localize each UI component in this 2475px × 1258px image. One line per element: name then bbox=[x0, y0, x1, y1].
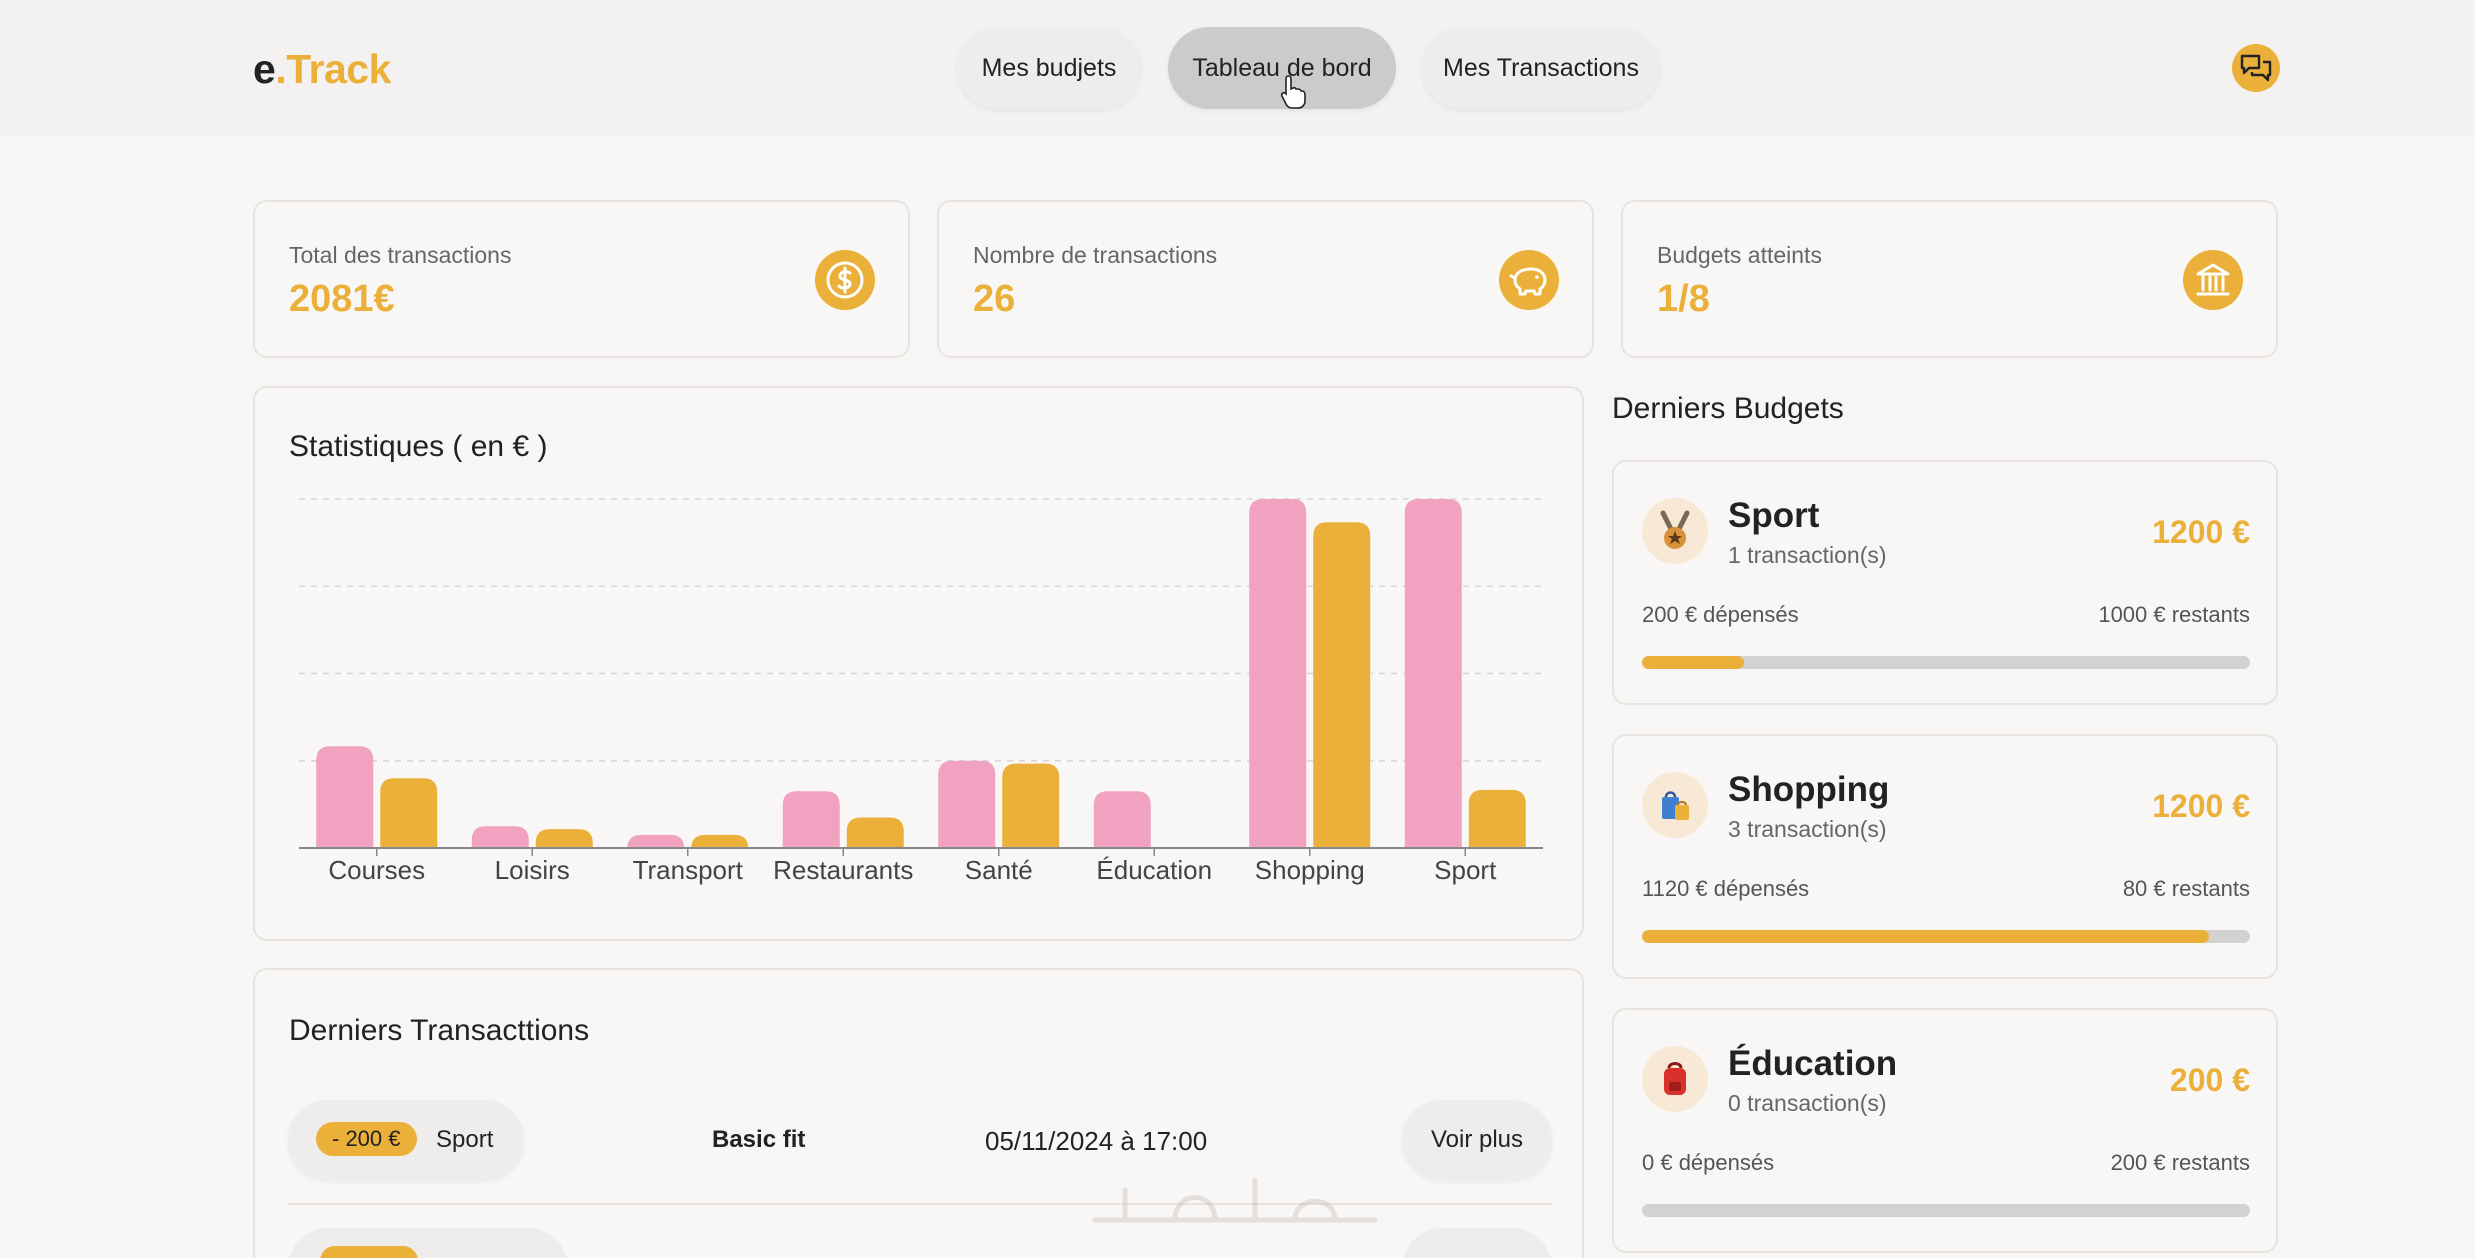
budget-progress-track bbox=[1642, 656, 2250, 669]
statistics-card: Statistiques ( en € ) Courses Loisirs Tran… bbox=[253, 386, 1584, 941]
transaction-amount-chip bbox=[320, 1246, 418, 1258]
transaction-divider bbox=[288, 1203, 1552, 1205]
logo-track: Track bbox=[286, 46, 391, 92]
chart-x-tick-label: Loisirs bbox=[495, 855, 570, 885]
chart-bar-yellow bbox=[380, 778, 438, 848]
transaction-amount-pill-partial bbox=[288, 1228, 568, 1258]
hand-cursor-icon bbox=[1280, 75, 1306, 109]
chat-button[interactable] bbox=[2232, 44, 2280, 92]
transaction-date: 05/11/2024 à 17:00 bbox=[985, 1126, 1208, 1156]
stat-label: Nombre de transactions bbox=[973, 242, 1218, 268]
medal-icon bbox=[1642, 498, 1708, 564]
budget-spent: 200 € dépensés bbox=[1642, 602, 1799, 627]
transaction-category: Sport bbox=[436, 1126, 494, 1153]
chart-bar-pink bbox=[316, 746, 374, 848]
chart-bar-yellow bbox=[1313, 522, 1371, 848]
budget-remaining: 1000 € restants bbox=[2098, 602, 2250, 627]
chart-x-tick-label: Restaurants bbox=[773, 855, 913, 885]
budget-name: Sport bbox=[1728, 496, 1820, 535]
budget-remaining: 200 € restants bbox=[2110, 1150, 2250, 1175]
chart-bar-yellow bbox=[846, 817, 904, 848]
budget-card-sport[interactable]: Sport 1 transaction(s) 1200 € 200 € dépe… bbox=[1612, 460, 2278, 705]
budget-amount: 1200 € bbox=[2152, 788, 2250, 824]
transaction-voir-plus-button-partial[interactable] bbox=[1402, 1228, 1552, 1258]
chart-bar-pink bbox=[471, 826, 529, 848]
chart-bar-yellow bbox=[535, 829, 593, 848]
chart-x-tick-label: Éducation bbox=[1096, 855, 1212, 885]
transaction-amount-pill: - 200 € Sport bbox=[288, 1100, 524, 1180]
budget-name: Shopping bbox=[1728, 770, 1890, 809]
budget-amount: 1200 € bbox=[2152, 514, 2250, 550]
budget-transaction-count: 3 transaction(s) bbox=[1728, 816, 1887, 842]
statistics-title: Statistiques ( en € ) bbox=[289, 430, 548, 463]
shopping-bags-icon bbox=[1642, 772, 1708, 838]
chart-bar-pink bbox=[627, 834, 685, 849]
bank-icon bbox=[2183, 250, 2243, 310]
budget-spent: 1120 € dépensés bbox=[1642, 876, 1810, 901]
logo-e: e bbox=[253, 46, 276, 92]
stat-value: 26 bbox=[973, 278, 1016, 320]
chart-bar-pink bbox=[1404, 499, 1462, 848]
chart-x-tick-label: Santé bbox=[965, 855, 1033, 885]
chart-bar-pink bbox=[1093, 791, 1151, 848]
budget-transaction-count: 1 transaction(s) bbox=[1728, 542, 1887, 568]
chat-bubbles-icon bbox=[2240, 54, 2272, 82]
budget-name: Éducation bbox=[1728, 1044, 1898, 1083]
transaction-name: Basic fit bbox=[712, 1126, 806, 1153]
budget-amount: 200 € bbox=[2169, 1062, 2250, 1098]
budget-spent: 0 € dépensés bbox=[1642, 1150, 1775, 1175]
chart-x-tick-label: Courses bbox=[328, 855, 425, 885]
backpack-icon bbox=[1642, 1046, 1708, 1112]
stat-card-total: Total des transactions 2081€ bbox=[253, 200, 910, 358]
budget-progress-track bbox=[1642, 930, 2250, 943]
budget-progress-fill bbox=[1642, 656, 1744, 669]
stat-value: 1/8 bbox=[1657, 278, 1710, 320]
chart-bar-pink bbox=[782, 791, 840, 848]
chart-bar-yellow bbox=[1468, 789, 1526, 848]
dollar-coin-icon bbox=[815, 250, 875, 310]
chart-x-tick-label: Sport bbox=[1434, 855, 1497, 885]
header: e.Track Mes budjets Tableau de bord Mes … bbox=[0, 0, 2475, 135]
budget-progress-fill bbox=[1642, 930, 2210, 943]
budget-transaction-count: 0 transaction(s) bbox=[1728, 1090, 1887, 1116]
transaction-amount: - 200 € bbox=[316, 1122, 417, 1156]
chart-bar-yellow bbox=[1002, 763, 1060, 848]
chart-x-tick-label: Transport bbox=[633, 855, 744, 885]
app-logo[interactable]: e.Track bbox=[253, 46, 391, 93]
chart-bar-yellow bbox=[691, 834, 749, 849]
latest-transactions-title: Derniers Transacttions bbox=[289, 1014, 590, 1047]
budget-card-shopping[interactable]: Shopping 3 transaction(s) 1200 € 1120 € … bbox=[1612, 734, 2278, 979]
nav-mes-budjets[interactable]: Mes budjets bbox=[957, 27, 1141, 109]
stat-card-count: Nombre de transactions 26 bbox=[937, 200, 1594, 358]
budget-card-education[interactable]: Éducation 0 transaction(s) 200 € 0 € dép… bbox=[1612, 1008, 2278, 1253]
chart-bar-pink bbox=[938, 760, 996, 848]
statistics-bar-chart: Courses Loisirs Transport Restaurants Santé É… bbox=[299, 498, 1543, 885]
stat-label: Budgets atteints bbox=[1657, 242, 1822, 268]
chart-x-tick-label: Shopping bbox=[1255, 855, 1365, 885]
latest-budgets-title: Derniers Budgets bbox=[1612, 392, 1844, 425]
stat-label: Total des transactions bbox=[289, 242, 512, 268]
chart-bar-pink bbox=[1249, 499, 1307, 848]
latest-transactions-card: Derniers Transacttions - 200 € Sport Bas… bbox=[253, 968, 1584, 1258]
budget-remaining: 80 € restants bbox=[2122, 876, 2250, 901]
logo-dot: . bbox=[275, 46, 287, 92]
stat-card-budgets: Budgets atteints 1/8 bbox=[1621, 200, 2278, 358]
transaction-voir-plus-button[interactable]: Voir plus bbox=[1402, 1100, 1552, 1180]
piggy-bank-icon bbox=[1499, 250, 1559, 310]
stat-value: 2081€ bbox=[289, 278, 395, 320]
watermark-logo bbox=[1092, 1177, 1378, 1223]
budget-progress-track bbox=[1642, 1204, 2250, 1217]
nav-mes-transactions[interactable]: Mes Transactions bbox=[1422, 27, 1660, 109]
